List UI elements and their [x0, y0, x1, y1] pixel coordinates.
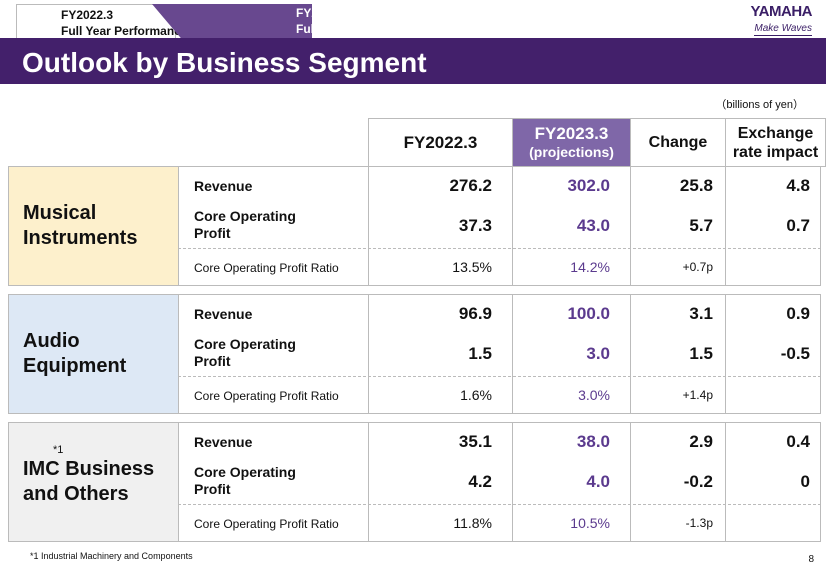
value-fy22: 276.2 — [449, 176, 492, 195]
logo-tagline: Make Waves — [754, 23, 812, 36]
segment-name-2: Equipment — [23, 355, 127, 377]
value-fy22: 13.5% — [452, 259, 492, 275]
value-fy23: 38.0 — [576, 432, 610, 451]
header-fy2023-sub: (projections) — [529, 143, 614, 160]
row-label: Core Operating Profit Ratio — [194, 517, 339, 531]
row-label: Core Operating Profit — [194, 208, 296, 241]
tab-fy2022-performance[interactable]: FY2022.3 Full Year Performance — [16, 4, 188, 38]
header-fy2022: FY2022.3 — [368, 118, 513, 167]
value-exch: 4.8 — [786, 176, 810, 195]
segment-label: IMC Business and Others *1 — [8, 422, 179, 542]
segment-name-1: Audio — [23, 330, 80, 352]
tab-fy2023-label: FY2023.3 Full Year Outlook — [296, 5, 394, 37]
page-number: 8 — [808, 554, 814, 565]
tab-line2: Full Year Performance — [61, 24, 188, 38]
segment-label: Musical Instruments — [8, 166, 179, 286]
value-change: +0.7p — [682, 260, 713, 274]
row-divider — [178, 248, 821, 249]
tab-line1: FY2022.3 — [61, 8, 114, 22]
logo-brand: YAMAHA — [750, 3, 813, 20]
value-exch: 0.9 — [786, 304, 810, 323]
value-fy23: 4.0 — [586, 472, 610, 491]
segment-name-1: IMC Business — [23, 458, 155, 480]
tab-line2: Full Year Outlook — [296, 22, 395, 36]
header-exch-2: rate impact — [732, 143, 819, 161]
value-fy22: 4.2 — [468, 472, 492, 491]
value-fy22: 37.3 — [458, 216, 492, 235]
segment-name-2: Instruments — [23, 227, 138, 249]
page-title: Outlook by Business Segment — [22, 47, 427, 78]
value-fy22: 96.9 — [458, 304, 492, 323]
title-banner — [0, 38, 826, 84]
footnote-marker: *1 — [53, 444, 64, 456]
row-divider — [178, 504, 821, 505]
value-fy23: 14.2% — [570, 259, 610, 275]
row-label: Core Operating Profit — [194, 464, 296, 497]
value-exch: -0.5 — [780, 344, 810, 363]
row-divider — [178, 376, 821, 377]
value-cell — [725, 294, 821, 414]
tab-fy2023-outlook[interactable] — [152, 4, 312, 38]
value-change: 2.9 — [689, 432, 713, 451]
value-fy22: 1.6% — [460, 387, 492, 403]
header-exchange: Exchange rate impact — [725, 118, 826, 167]
row-label: Revenue — [194, 434, 253, 450]
row-label: Core Operating Profit — [194, 336, 296, 369]
value-fy23: 10.5% — [570, 515, 610, 531]
value-fy22: 35.1 — [458, 432, 492, 451]
value-fy23: 3.0 — [586, 344, 610, 363]
value-fy23: 3.0% — [578, 387, 610, 403]
value-change: +1.4p — [682, 388, 713, 402]
row-label: Core Operating Profit Ratio — [194, 261, 339, 275]
header-fy2023-title: FY2023.3 — [534, 123, 609, 143]
row-label: Revenue — [194, 306, 253, 322]
tab-line1: FY2023.3 — [296, 6, 349, 20]
value-change: -1.3p — [685, 516, 713, 530]
row-label: Revenue — [194, 178, 253, 194]
header-exch-1: Exchange — [737, 124, 814, 142]
yamaha-logo: YAMAHA Make Waves — [750, 3, 813, 36]
value-fy23: 100.0 — [567, 304, 610, 323]
unit-label: （billions of yen） — [715, 99, 804, 111]
segment-name-1: Musical — [23, 202, 97, 224]
footnote: *1 Industrial Machinery and Components — [30, 551, 193, 561]
segment-name-2: and Others — [23, 483, 129, 505]
value-exch: 0.4 — [786, 432, 810, 451]
value-cell — [725, 166, 821, 286]
value-change: 1.5 — [689, 344, 713, 363]
value-fy23: 302.0 — [567, 176, 610, 195]
segment-label: Audio Equipment — [8, 294, 179, 414]
value-fy23: 43.0 — [576, 216, 610, 235]
value-cell — [725, 422, 821, 542]
value-fy22: 11.8% — [453, 515, 492, 531]
value-change: -0.2 — [683, 472, 713, 491]
value-change: 3.1 — [689, 304, 713, 323]
value-change: 5.7 — [689, 216, 713, 235]
row-label: Core Operating Profit Ratio — [194, 389, 339, 403]
value-fy22: 1.5 — [468, 344, 492, 363]
header-change: Change — [630, 118, 726, 167]
value-exch: 0.7 — [786, 216, 810, 235]
value-exch: 0 — [800, 472, 810, 491]
value-change: 25.8 — [679, 176, 713, 195]
header-fy2023: FY2023.3 (projections) — [512, 118, 631, 167]
